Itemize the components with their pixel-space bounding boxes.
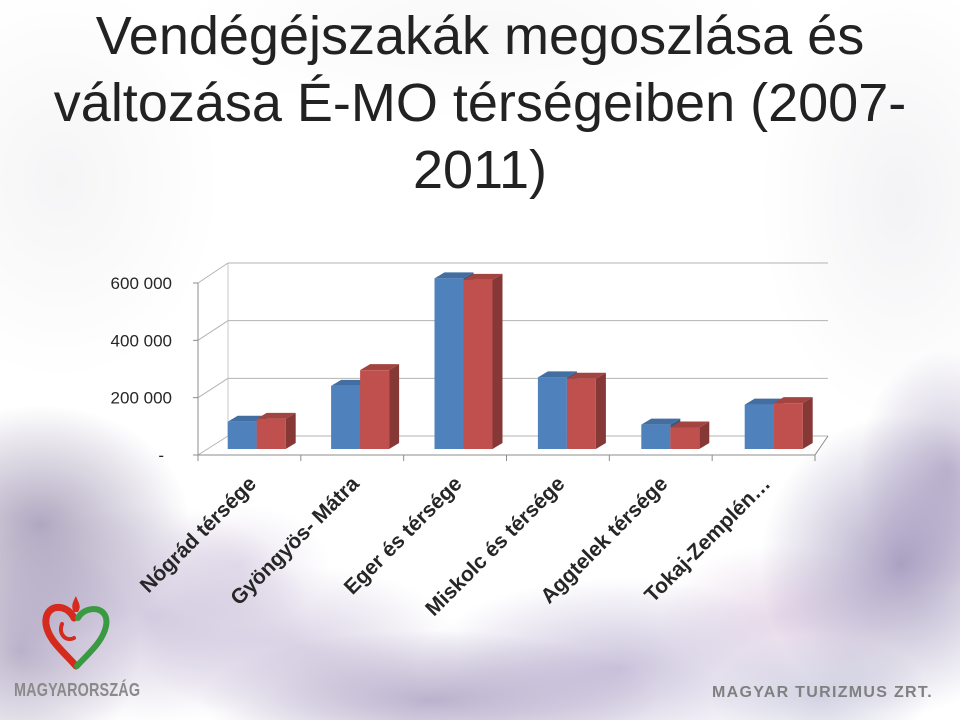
y-tick-label: - [158, 446, 164, 465]
side-wall-gridline [197, 377, 229, 399]
y-tick-label: 400 000 [111, 331, 172, 350]
slide-title-line-1: Vendégéjszakák megoszlása és [95, 6, 865, 66]
y-tick-label: 200 000 [111, 389, 172, 408]
bar-front-face [331, 385, 361, 449]
bar-series-2-miskolc-es-tersege [566, 372, 606, 449]
heart-inner-swirl [59, 622, 76, 641]
bar-top-face [670, 421, 710, 428]
bar-front-face [463, 279, 493, 449]
heart-red-stroke [42, 604, 80, 670]
bar-front-face [537, 377, 567, 449]
side-wall-gridline [197, 320, 229, 341]
bar-series-2-nograd-tersege [256, 412, 296, 449]
bar-series-2-aggtelek-tersege [670, 421, 710, 449]
bar-top-face [256, 412, 296, 419]
bar-side-face [285, 412, 296, 449]
magyarorszag-logo: MAGYARORSZÁG [14, 592, 184, 710]
slide-title: Vendégéjszakák megoszlása és változása É… [0, 3, 960, 204]
side-wall-gridline [197, 262, 229, 284]
chart-walls [193, 262, 829, 461]
logo-right-text: MAGYAR TURIZMUS ZRT. [712, 684, 933, 701]
bar-side-face [389, 364, 400, 449]
bar-top-face [463, 273, 503, 280]
bar-front-face [744, 404, 774, 449]
bar-side-face [802, 397, 813, 449]
bar-top-face [537, 371, 577, 378]
bar-front-face [670, 427, 700, 449]
bar-side-face [492, 273, 503, 449]
logo-left-text: MAGYARORSZÁG [14, 680, 141, 700]
bar-front-face [566, 378, 596, 449]
bar-side-face [699, 421, 710, 449]
bar-series-2-tokaj-zemplen [773, 397, 813, 449]
slide-title-line-3: 2011) [412, 140, 548, 200]
bar-side-face [595, 372, 606, 449]
bar-front-face [434, 278, 464, 449]
heart-green-stroke [74, 606, 110, 669]
slide-title-line-2: változása É-MO térségeiben (2007- [53, 73, 907, 133]
heart-flame [72, 596, 80, 612]
bar-top-face [360, 364, 400, 371]
bar-front-face [773, 403, 803, 449]
bar-top-face [773, 397, 813, 404]
bar-front-face [227, 421, 257, 449]
bar-front-face [256, 418, 286, 449]
bar-top-face [434, 272, 474, 279]
y-tick-label: 600 000 [111, 274, 172, 293]
bar-series-2-eger-es-tersege [463, 273, 503, 449]
bar-front-face [641, 424, 671, 449]
heart-logo-icon [42, 596, 110, 670]
floor-right-edge [814, 435, 829, 456]
bar-series-2-gyongyos-matra [360, 364, 400, 449]
bar-top-face [566, 372, 606, 379]
bar-top-face [641, 418, 681, 425]
bar-front-face [360, 370, 390, 449]
floor-left-edge [197, 435, 229, 456]
bars [227, 272, 813, 449]
